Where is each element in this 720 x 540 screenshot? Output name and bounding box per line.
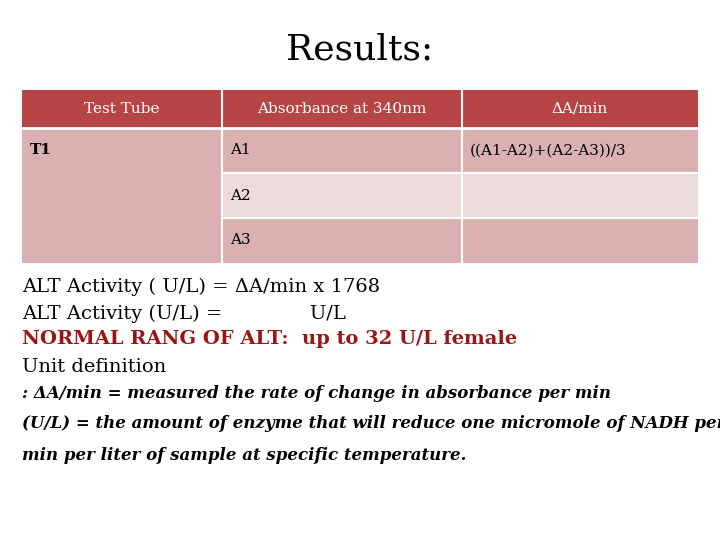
Bar [22,128,222,263]
Bar [222,128,462,173]
Bar [462,173,698,218]
Bar [462,218,698,263]
Text: : ΔA/min = measured the rate of change in absorbance per min: : ΔA/min = measured the rate of change i… [22,385,611,402]
Text: NORMAL RANG OF ALT:  up to 32 U/L female: NORMAL RANG OF ALT: up to 32 U/L female [22,330,517,348]
Text: A3: A3 [230,233,251,247]
Text: (U/L) = the amount of enzyme that will reduce one micromole of NADH per: (U/L) = the amount of enzyme that will r… [22,415,720,432]
Bar [22,90,698,128]
Text: Unit definition: Unit definition [22,358,166,376]
Text: ((A1-A2)+(A2-A3))/3: ((A1-A2)+(A2-A3))/3 [470,144,626,158]
Text: ALT Activity ( U/L) = ΔA/min x 1768: ALT Activity ( U/L) = ΔA/min x 1768 [22,278,380,296]
Text: ALT Activity (U/L) =              U/L: ALT Activity (U/L) = U/L [22,305,346,323]
Bar [222,218,462,263]
Bar [222,173,462,218]
Bar [462,128,698,173]
Text: A1: A1 [230,144,251,158]
Text: ΔA/min: ΔA/min [552,102,608,116]
Text: A2: A2 [230,188,251,202]
Text: T1: T1 [30,144,52,158]
Text: Absorbance at 340nm: Absorbance at 340nm [257,102,427,116]
Text: min per liter of sample at specific temperature.: min per liter of sample at specific temp… [22,447,467,464]
Text: Results:: Results: [287,33,433,67]
Text: Test Tube: Test Tube [84,102,160,116]
